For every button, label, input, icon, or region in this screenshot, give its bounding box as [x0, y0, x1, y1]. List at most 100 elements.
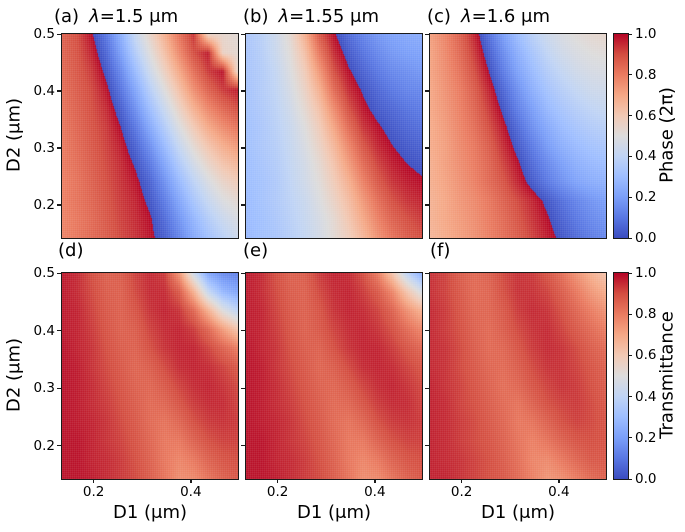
- panel-c-label: (c): [427, 5, 451, 27]
- x-tick-label: 0.2: [266, 484, 289, 500]
- x-tick-mark: [374, 479, 376, 483]
- y-tick-mark: [241, 387, 245, 389]
- y-tick-mark: [425, 90, 429, 92]
- x-tick-label: 0.4: [180, 484, 202, 500]
- lambda-symbol: λ: [460, 5, 472, 27]
- colorbar-tick-mark: [628, 272, 632, 274]
- colorbar-tick-label: 0.8: [635, 306, 657, 323]
- y-tick-mark: [57, 387, 61, 389]
- y-tick-label: 0.3: [33, 139, 55, 156]
- y-tick-mark: [425, 445, 429, 447]
- x-axis-label-e: D1 (μm): [296, 502, 372, 523]
- heatmap-canvas-c: [430, 34, 606, 238]
- colorbar-tick-label: 0.6: [635, 347, 657, 364]
- colorbar-phase-label: Phase (2π): [656, 87, 678, 183]
- colorbar-tick-label: 1.0: [635, 265, 657, 281]
- heatmap-canvas-b: [246, 34, 422, 238]
- y-tick-label: 0.5: [33, 26, 55, 42]
- colorbar-tick-mark: [628, 313, 632, 315]
- heatmap-canvas-f: [430, 273, 606, 479]
- y-tick-label: 0.3: [33, 380, 55, 397]
- y-tick-mark: [57, 272, 61, 274]
- panel-a-title: (a) λ=1.5 μm: [54, 3, 178, 29]
- y-tick-mark: [241, 330, 245, 332]
- y-tick-mark: [241, 272, 245, 274]
- panel-b-wavelength: =1.55 μm: [289, 5, 380, 27]
- y-tick-mark: [57, 33, 61, 35]
- panel-d-label: (d): [58, 240, 84, 261]
- colorbar-phase: 0.0 0.2 0.4 0.6 0.8 1.0: [613, 26, 656, 246]
- colorbar-tick-label: 0.4: [635, 388, 657, 405]
- colorbar-tick-mark: [628, 437, 632, 439]
- y-tick-label: 0.5: [33, 265, 55, 281]
- colorbar-tick-label: 1.0: [635, 26, 657, 42]
- y-tick-mark: [57, 445, 61, 447]
- y-tick-mark: [425, 387, 429, 389]
- y-tick-mark: [57, 90, 61, 92]
- x-axis-label-d: D1 (μm): [112, 502, 188, 523]
- y-tick-label: 0.2: [33, 437, 55, 454]
- x-tick-mark: [461, 479, 463, 483]
- lambda-symbol: λ: [278, 5, 290, 27]
- heatmap-panel-f: 0.2 0.4: [425, 272, 607, 500]
- panel-b-label: (b): [243, 5, 269, 27]
- panel-a-wavelength: =1.5 μm: [99, 5, 179, 27]
- lambda-symbol: λ: [89, 5, 100, 27]
- x-tick-label: 0.2: [82, 484, 105, 500]
- y-tick-label: 0.4: [33, 322, 55, 339]
- heatmap-canvas-a: [62, 34, 238, 238]
- colorbar-transmittance-label: Transmittance: [656, 311, 678, 439]
- colorbar-tick-mark: [628, 396, 632, 398]
- panel-a-label: (a): [54, 5, 80, 27]
- y-tick-mark: [241, 147, 245, 149]
- x-axis-label-f: D1 (μm): [480, 502, 556, 523]
- panel-c-title: (c) λ=1.6 μm: [427, 3, 550, 29]
- heatmap-panel-e: 0.2 0.4: [241, 272, 423, 500]
- colorbar-tick-mark: [628, 115, 632, 117]
- heatmap-canvas-d: [62, 273, 238, 479]
- x-tick-label: 0.2: [450, 484, 473, 500]
- heatmap-panel-b: [241, 33, 423, 239]
- colorbar-tick-label: 0.6: [635, 107, 657, 124]
- y-tick-label: 0.2: [33, 196, 55, 213]
- panel-c-wavelength: =1.6 μm: [471, 5, 551, 27]
- x-tick-label: 0.4: [364, 484, 386, 500]
- heatmap-panel-a: 0.5 0.4 0.3 0.2: [34, 26, 239, 239]
- colorbar-tick-label: 0.2: [635, 189, 657, 206]
- x-tick-mark: [190, 479, 192, 483]
- x-tick-mark: [558, 479, 560, 483]
- colorbar-tick-label: 0.4: [635, 148, 657, 165]
- heatmap-panel-c: [425, 33, 607, 239]
- y-tick-mark: [425, 204, 429, 206]
- y-tick-mark: [57, 330, 61, 332]
- colorbar-tick-mark: [628, 354, 632, 357]
- y-tick-mark: [425, 33, 429, 35]
- colorbar-tick-label: 0.8: [635, 66, 657, 83]
- colorbar-transmittance: 0.0 0.2 0.4 0.6 0.8 1.0: [613, 265, 656, 487]
- heatmap-canvas-e: [246, 273, 422, 479]
- panel-f-label: (f): [430, 240, 451, 261]
- y-axis-label-top: D2 (μm): [3, 97, 25, 173]
- heatmap-panel-d: 0.5 0.4 0.3 0.2 0.2 0.4: [34, 265, 239, 500]
- colorbar-tick-mark: [628, 155, 632, 158]
- colorbar-tick-mark: [628, 478, 632, 480]
- y-tick-mark: [57, 204, 61, 206]
- colorbar-tick-mark: [628, 33, 632, 35]
- y-tick-mark: [57, 147, 61, 149]
- y-tick-label: 0.4: [33, 82, 55, 99]
- panel-b-title: (b) λ=1.55 μm: [243, 3, 379, 29]
- y-tick-mark: [241, 204, 245, 206]
- y-axis-label-bottom: D2 (μm): [3, 337, 25, 413]
- x-tick-mark: [93, 479, 95, 483]
- panel-e-label: (e): [243, 240, 269, 261]
- y-tick-mark: [425, 147, 429, 149]
- colorbar-tick-label: 0.2: [635, 429, 657, 446]
- colorbar-tick-label: 0.0: [635, 230, 657, 246]
- x-tick-label: 0.4: [548, 484, 570, 500]
- y-tick-mark: [241, 90, 245, 92]
- y-tick-mark: [241, 445, 245, 447]
- colorbar-tick-mark: [628, 196, 632, 198]
- colorbar-tick-mark: [628, 74, 632, 76]
- y-tick-mark: [425, 330, 429, 332]
- y-tick-mark: [241, 33, 245, 35]
